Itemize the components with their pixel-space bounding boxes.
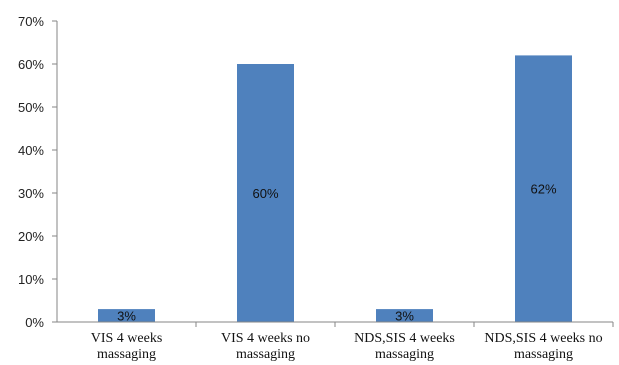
bar	[237, 64, 294, 322]
bar	[515, 55, 572, 323]
x-tick-label: massaging	[97, 347, 156, 362]
y-tick-label: 40%	[18, 143, 44, 158]
x-tick-label: massaging	[236, 347, 295, 362]
data-label: 62%	[530, 182, 556, 197]
x-tick-label: NDS,SIS 4 weeks	[354, 331, 455, 346]
x-tick-label: massaging	[514, 347, 573, 362]
axes	[56, 21, 614, 327]
data-labels: 3% 60% 3% 62%	[117, 182, 557, 324]
y-tick-label: 70%	[18, 14, 44, 29]
y-tick-label: 0%	[25, 315, 44, 330]
x-tick-label: NDS,SIS 4 weeks no	[484, 331, 602, 346]
x-tick-label: massaging	[375, 347, 434, 362]
x-tick-label: VIS 4 weeks	[91, 331, 163, 346]
bar	[376, 309, 433, 322]
y-axis-ticks: 0% 10% 20% 30% 40% 50% 60% 70%	[18, 14, 57, 330]
x-tick-label: VIS 4 weeks no	[221, 331, 310, 346]
data-label: 3%	[117, 309, 136, 324]
y-tick-label: 50%	[18, 100, 44, 115]
data-label: 60%	[252, 186, 278, 201]
y-tick-label: 10%	[18, 272, 44, 287]
data-label: 3%	[395, 309, 414, 324]
y-tick-label: 20%	[18, 229, 44, 244]
bar	[98, 309, 155, 322]
bars	[98, 55, 572, 323]
y-tick-label: 30%	[18, 186, 44, 201]
y-tick-label: 60%	[18, 57, 44, 72]
